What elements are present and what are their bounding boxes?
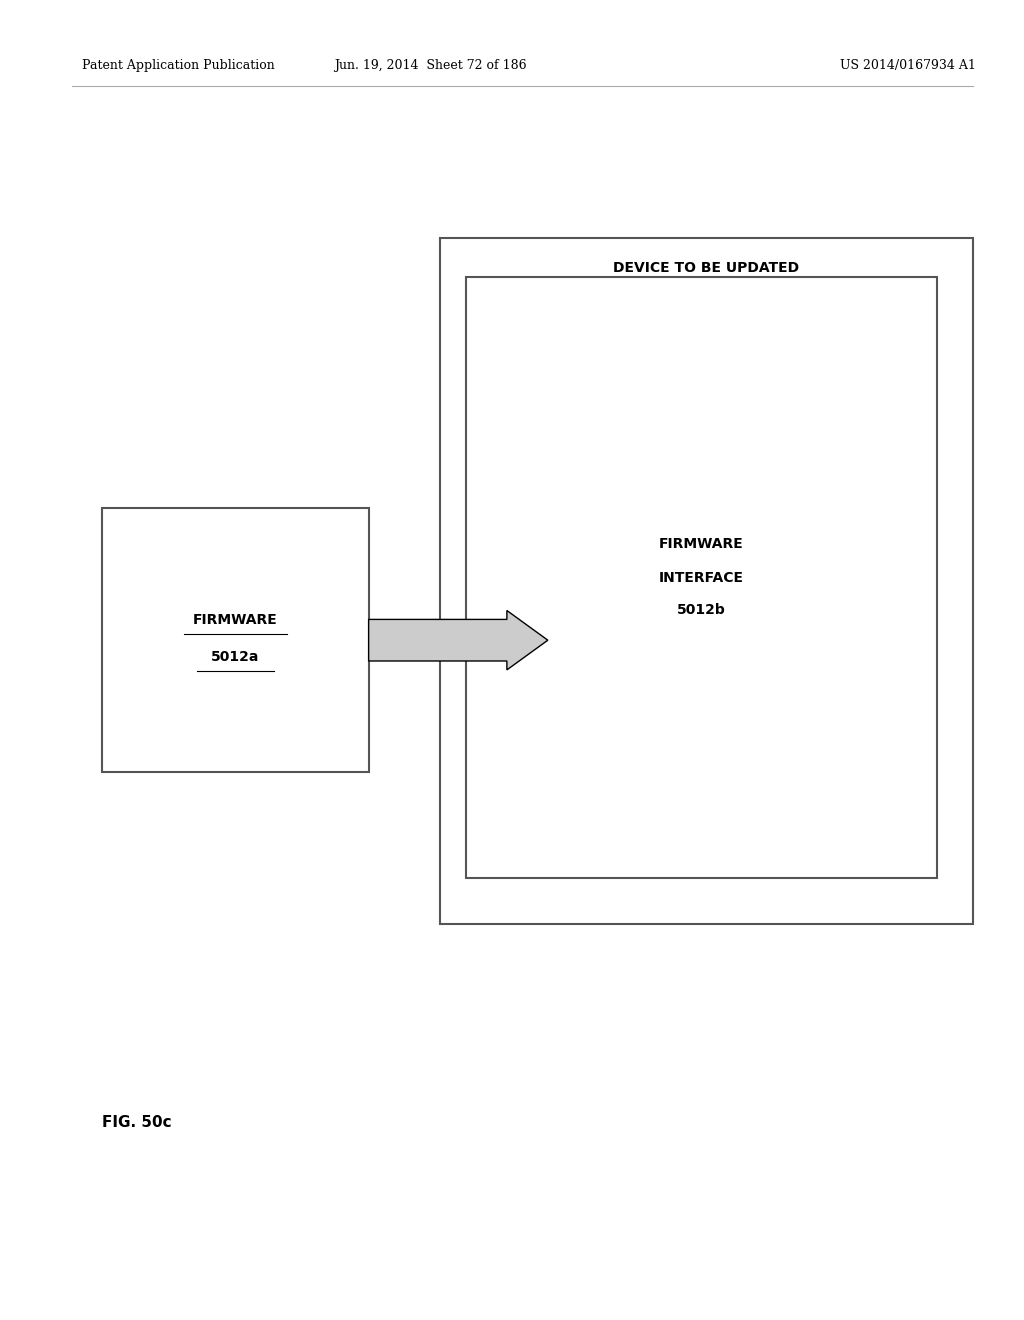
- Text: FIG. 50c: FIG. 50c: [102, 1115, 172, 1130]
- Polygon shape: [369, 610, 548, 671]
- Text: Jun. 19, 2014  Sheet 72 of 186: Jun. 19, 2014 Sheet 72 of 186: [334, 59, 526, 73]
- Text: INTERFACE: INTERFACE: [658, 570, 744, 585]
- Text: FIRMWARE: FIRMWARE: [659, 537, 743, 552]
- Bar: [440, 238, 973, 924]
- Bar: [466, 277, 937, 878]
- Text: 102: 102: [692, 290, 721, 305]
- Text: 5012b: 5012b: [677, 603, 726, 618]
- Bar: [102, 508, 369, 772]
- Text: US 2014/0167934 A1: US 2014/0167934 A1: [840, 59, 976, 73]
- Text: FIRMWARE: FIRMWARE: [194, 614, 278, 627]
- Text: 5012a: 5012a: [211, 651, 260, 664]
- Text: Patent Application Publication: Patent Application Publication: [82, 59, 274, 73]
- Text: DEVICE TO BE UPDATED: DEVICE TO BE UPDATED: [613, 261, 800, 276]
